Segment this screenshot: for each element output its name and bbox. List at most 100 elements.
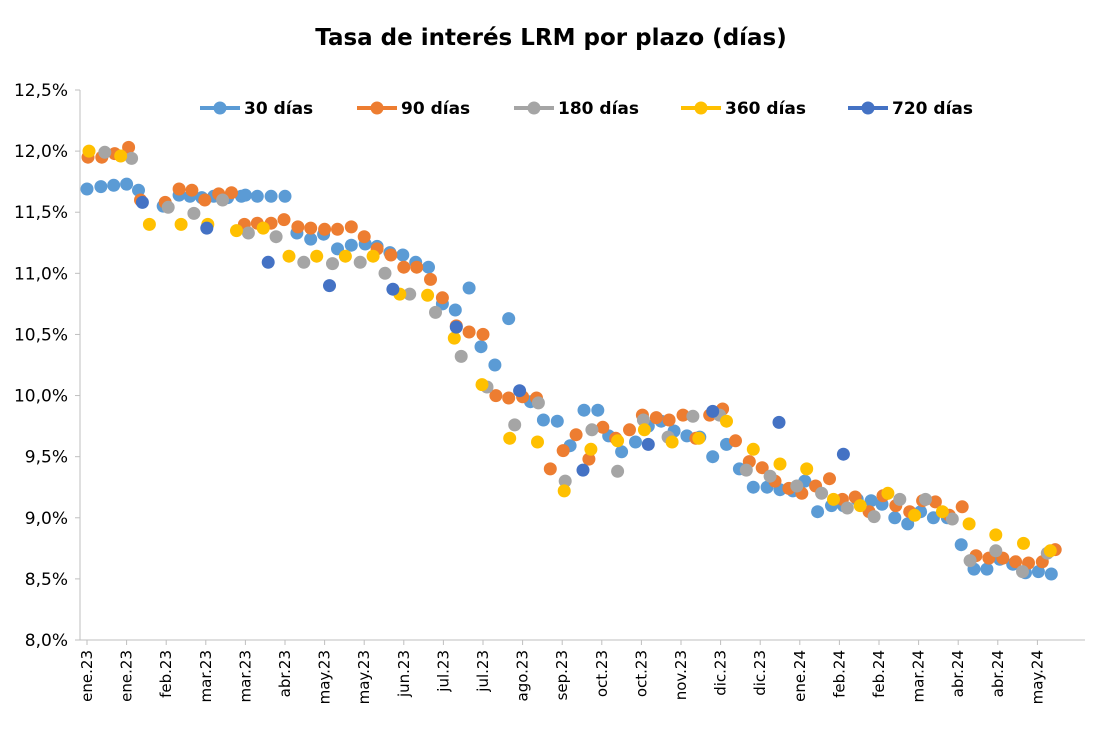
- y-tick-label: 9,0%: [25, 509, 68, 529]
- data-point: [636, 413, 650, 427]
- data-point: [488, 358, 502, 372]
- data-point: [250, 189, 264, 203]
- x-tick-label: jul.23: [474, 650, 492, 693]
- data-point: [773, 457, 787, 471]
- x-tick-label: may.23: [355, 650, 373, 704]
- data-point: [945, 512, 959, 526]
- data-point: [550, 414, 564, 428]
- x-tick-label: ene.23: [118, 650, 136, 702]
- data-point: [384, 248, 398, 262]
- data-point: [344, 238, 358, 252]
- x-tick-label: nov.23: [672, 650, 690, 700]
- data-point: [800, 462, 814, 476]
- data-point: [225, 186, 238, 200]
- data-point: [357, 230, 371, 244]
- x-tick-label: oct.23: [593, 650, 611, 697]
- data-point: [216, 193, 230, 207]
- data-point: [135, 195, 149, 209]
- x-tick-label: abr.24: [989, 650, 1007, 697]
- data-point: [410, 260, 424, 274]
- data-point: [462, 325, 476, 339]
- data-point: [576, 463, 590, 477]
- data-point: [665, 435, 679, 449]
- legend-label: 360 días: [725, 99, 806, 119]
- data-point: [980, 562, 994, 576]
- data-point: [893, 492, 907, 506]
- data-point: [641, 437, 655, 451]
- data-point: [836, 447, 850, 461]
- data-point: [556, 444, 570, 458]
- data-point: [823, 472, 836, 486]
- data-point: [344, 220, 358, 234]
- data-point: [142, 217, 156, 231]
- data-point: [746, 442, 760, 456]
- data-point: [185, 183, 199, 197]
- data-point: [502, 391, 516, 405]
- legend: 30 días 90 días 180 días 360 días 720 días: [200, 99, 973, 119]
- data-point: [596, 420, 610, 434]
- data-point: [577, 403, 591, 417]
- x-tick-label: oct.23: [632, 650, 650, 697]
- data-point: [378, 266, 392, 280]
- data-point: [989, 528, 1003, 542]
- data-point: [591, 403, 605, 417]
- data-point: [729, 434, 742, 448]
- x-tick-label: dic.23: [712, 650, 730, 696]
- data-point: [739, 463, 753, 477]
- data-point: [557, 484, 571, 498]
- data-point: [1031, 565, 1045, 579]
- y-tick-label: 11,0%: [14, 264, 68, 284]
- data-point: [582, 452, 596, 466]
- data-point: [584, 442, 598, 456]
- data-point: [1043, 544, 1057, 558]
- data-point: [531, 396, 545, 410]
- data-point: [429, 305, 442, 319]
- series-2: [81, 140, 1062, 570]
- legend-item: 90 días: [357, 99, 470, 119]
- data-point: [888, 511, 902, 525]
- data-point: [746, 480, 760, 494]
- legend-label: 720 días: [892, 99, 973, 119]
- data-point: [629, 435, 642, 449]
- legend-swatch-marker: [370, 101, 384, 115]
- data-point: [264, 189, 278, 203]
- data-point: [366, 249, 380, 263]
- data-point: [338, 249, 352, 263]
- x-tick-label: mar.23: [236, 650, 254, 702]
- x-tick-label: dic.23: [751, 650, 769, 696]
- data-point: [396, 248, 410, 262]
- data-point: [326, 257, 339, 271]
- data-point: [447, 331, 461, 345]
- legend-swatch-marker: [213, 101, 227, 115]
- data-point: [867, 510, 881, 524]
- data-point: [125, 151, 139, 165]
- data-point: [386, 282, 400, 296]
- y-tick-label: 8,0%: [25, 631, 68, 651]
- x-tick-label: ago.23: [514, 650, 532, 701]
- x-tick-label: abr.24: [949, 650, 967, 697]
- y-tick-label: 9,5%: [25, 448, 68, 468]
- data-point: [686, 409, 700, 423]
- data-point: [448, 303, 462, 317]
- data-point: [1016, 565, 1029, 579]
- data-point: [421, 288, 435, 302]
- data-point: [187, 206, 201, 220]
- data-point: [122, 140, 136, 154]
- data-point: [558, 474, 572, 488]
- data-point: [161, 200, 175, 214]
- series-4: [82, 144, 1057, 558]
- x-tick-label: may.23: [316, 650, 334, 704]
- y-tick-label: 12,0%: [14, 142, 68, 162]
- data-point: [649, 411, 663, 425]
- data-point: [422, 260, 435, 274]
- data-point: [1044, 567, 1058, 581]
- data-point: [114, 149, 128, 163]
- series-5: [135, 195, 850, 477]
- data-point: [508, 418, 522, 432]
- data-point: [502, 312, 516, 326]
- data-point: [1009, 555, 1023, 569]
- x-tick-label: may.24: [1028, 650, 1046, 704]
- data-point: [80, 182, 94, 196]
- data-point: [132, 183, 145, 197]
- data-point: [962, 517, 976, 531]
